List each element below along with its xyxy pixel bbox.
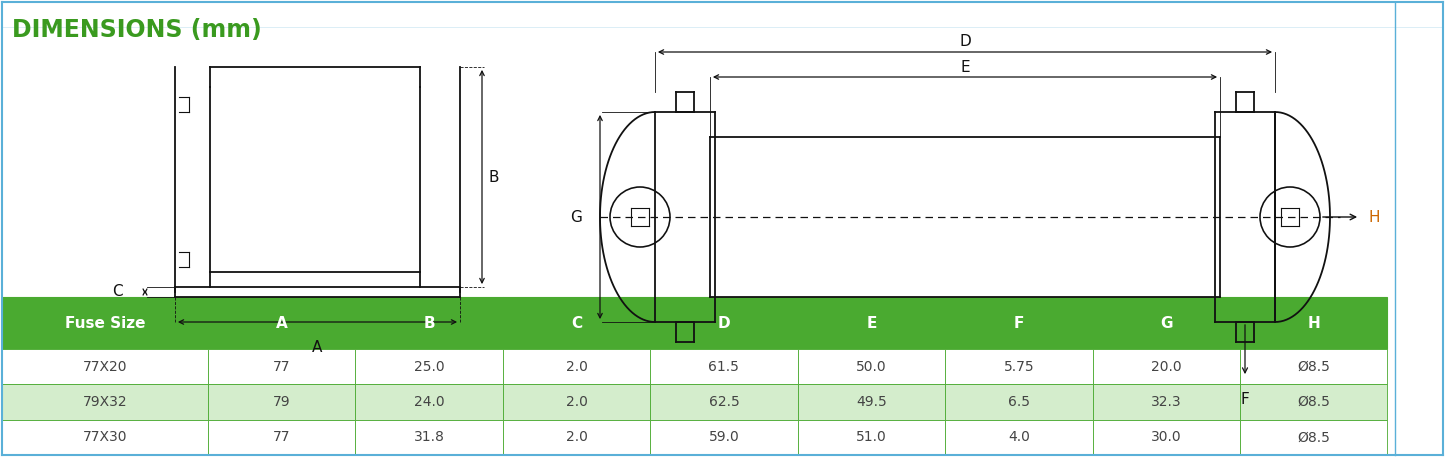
Bar [650, 384, 798, 420]
Bar [1092, 297, 1240, 349]
Text: 62.5: 62.5 [708, 395, 740, 409]
Bar [1092, 384, 1240, 420]
Bar [650, 297, 798, 349]
Text: H: H [1368, 209, 1380, 224]
Text: 61.5: 61.5 [708, 360, 740, 374]
Text: 50.0: 50.0 [855, 360, 887, 374]
Text: F: F [1241, 392, 1250, 407]
Text: 77: 77 [273, 360, 290, 374]
Bar [650, 349, 798, 384]
Text: 4.0: 4.0 [1007, 430, 1030, 444]
Bar [798, 420, 945, 455]
Text: B: B [423, 316, 435, 330]
Bar [503, 349, 650, 384]
Text: D: D [718, 316, 730, 330]
Bar [1240, 420, 1387, 455]
Text: 77X20: 77X20 [82, 360, 127, 374]
Bar [1, 384, 208, 420]
Text: Ø8.5: Ø8.5 [1298, 430, 1331, 444]
Bar [208, 297, 355, 349]
Bar [650, 420, 798, 455]
Text: 2.0: 2.0 [565, 360, 588, 374]
Bar [503, 420, 650, 455]
Bar [945, 384, 1092, 420]
Bar [355, 420, 503, 455]
Text: 2.0: 2.0 [565, 430, 588, 444]
Text: A: A [312, 340, 322, 355]
Text: 5.75: 5.75 [1003, 360, 1035, 374]
Bar [798, 297, 945, 349]
Bar [798, 349, 945, 384]
Text: C: C [113, 285, 123, 299]
Text: F: F [1013, 316, 1025, 330]
Text: 32.3: 32.3 [1152, 395, 1182, 409]
Bar [798, 384, 945, 420]
Text: 6.5: 6.5 [1007, 395, 1030, 409]
Text: E: E [866, 316, 877, 330]
Bar [208, 384, 355, 420]
Bar [1092, 349, 1240, 384]
Bar [503, 297, 650, 349]
Text: 49.5: 49.5 [855, 395, 887, 409]
Bar [1240, 349, 1387, 384]
Text: 20.0: 20.0 [1152, 360, 1182, 374]
Text: DIMENSIONS (mm): DIMENSIONS (mm) [12, 18, 262, 43]
Bar [1, 349, 208, 384]
Text: C: C [571, 316, 582, 330]
Text: Ø8.5: Ø8.5 [1298, 395, 1331, 409]
Text: 77: 77 [273, 430, 290, 444]
Text: Ø8.5: Ø8.5 [1298, 360, 1331, 374]
Text: G: G [571, 209, 582, 224]
Bar [1092, 420, 1240, 455]
Text: D: D [959, 34, 971, 49]
Bar [1240, 384, 1387, 420]
Bar [355, 349, 503, 384]
Text: Fuse Size: Fuse Size [65, 316, 144, 330]
Bar [355, 297, 503, 349]
Bar [945, 420, 1092, 455]
Text: 31.8: 31.8 [413, 430, 445, 444]
Text: 79: 79 [273, 395, 290, 409]
Bar [355, 384, 503, 420]
Text: 30.0: 30.0 [1152, 430, 1182, 444]
Text: A: A [276, 316, 288, 330]
Bar [503, 384, 650, 420]
Text: E: E [959, 60, 970, 75]
Bar [1240, 297, 1387, 349]
Text: H: H [1308, 316, 1321, 330]
Bar [945, 349, 1092, 384]
Text: 25.0: 25.0 [413, 360, 445, 374]
Text: B: B [488, 170, 500, 185]
Text: 79X32: 79X32 [82, 395, 127, 409]
Text: 77X30: 77X30 [82, 430, 127, 444]
Text: 51.0: 51.0 [855, 430, 887, 444]
Bar [208, 349, 355, 384]
Text: 24.0: 24.0 [413, 395, 445, 409]
Bar [1, 420, 208, 455]
Bar [945, 297, 1092, 349]
Text: 59.0: 59.0 [708, 430, 740, 444]
Text: G: G [1160, 316, 1172, 330]
Text: 2.0: 2.0 [565, 395, 588, 409]
Bar [1, 297, 208, 349]
Bar [208, 420, 355, 455]
